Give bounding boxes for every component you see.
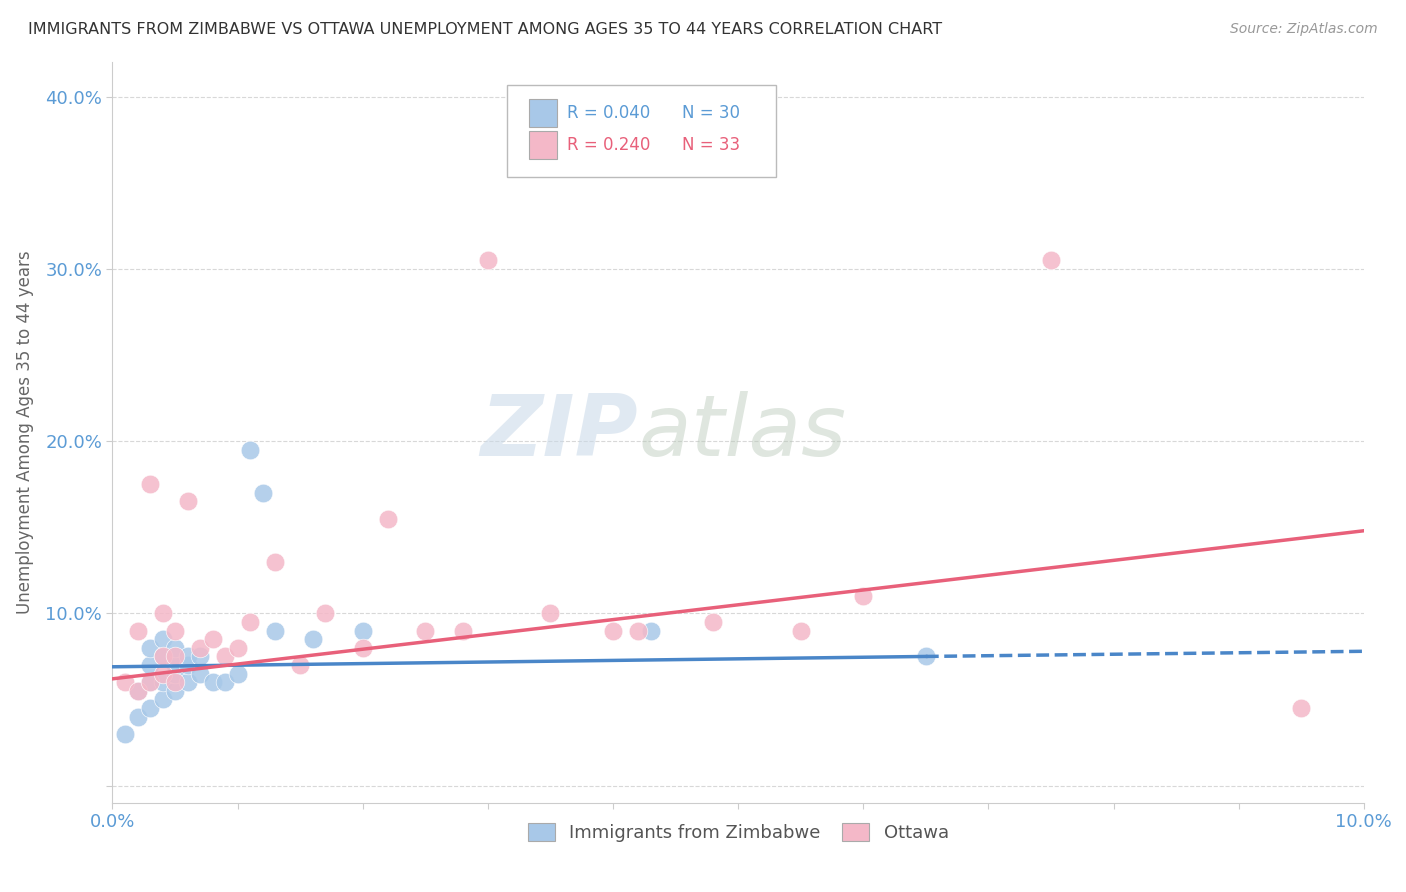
Text: R = 0.240: R = 0.240 bbox=[567, 136, 650, 153]
Point bbox=[214, 649, 236, 664]
Point bbox=[852, 589, 875, 603]
Point bbox=[163, 640, 186, 655]
Point bbox=[114, 727, 136, 741]
Point bbox=[201, 675, 224, 690]
Point bbox=[139, 675, 162, 690]
Text: N = 33: N = 33 bbox=[682, 136, 740, 153]
Point bbox=[163, 684, 186, 698]
Point bbox=[314, 607, 336, 621]
Point bbox=[176, 494, 198, 508]
Point bbox=[152, 607, 174, 621]
Point bbox=[114, 675, 136, 690]
Text: R = 0.040: R = 0.040 bbox=[567, 103, 650, 122]
Point bbox=[264, 624, 287, 638]
Point bbox=[477, 253, 499, 268]
Point bbox=[176, 675, 198, 690]
Point bbox=[252, 486, 274, 500]
Point bbox=[163, 658, 186, 673]
Point bbox=[415, 624, 437, 638]
Point bbox=[188, 666, 211, 681]
Point bbox=[188, 649, 211, 664]
Point bbox=[152, 649, 174, 664]
Point bbox=[152, 692, 174, 706]
Point bbox=[540, 607, 562, 621]
Point bbox=[127, 684, 149, 698]
Point bbox=[139, 701, 162, 715]
Legend: Immigrants from Zimbabwe, Ottawa: Immigrants from Zimbabwe, Ottawa bbox=[520, 815, 956, 849]
Point bbox=[139, 658, 162, 673]
Point bbox=[152, 649, 174, 664]
Point bbox=[915, 649, 938, 664]
Point bbox=[127, 624, 149, 638]
Text: N = 30: N = 30 bbox=[682, 103, 740, 122]
Text: atlas: atlas bbox=[638, 391, 846, 475]
Point bbox=[1291, 701, 1313, 715]
FancyBboxPatch shape bbox=[506, 85, 776, 178]
Point bbox=[152, 675, 174, 690]
Point bbox=[602, 624, 624, 638]
Point bbox=[214, 675, 236, 690]
Point bbox=[152, 632, 174, 647]
Point bbox=[163, 675, 186, 690]
Point bbox=[201, 632, 224, 647]
Point bbox=[640, 624, 662, 638]
FancyBboxPatch shape bbox=[529, 130, 557, 159]
Point bbox=[377, 512, 399, 526]
Point bbox=[290, 658, 312, 673]
Point bbox=[127, 709, 149, 723]
Point bbox=[163, 649, 186, 664]
Point bbox=[176, 658, 198, 673]
Point bbox=[139, 477, 162, 491]
Point bbox=[352, 624, 374, 638]
Point bbox=[226, 666, 249, 681]
FancyBboxPatch shape bbox=[529, 99, 557, 127]
Point bbox=[239, 615, 262, 629]
Point bbox=[188, 640, 211, 655]
Point bbox=[226, 640, 249, 655]
Text: ZIP: ZIP bbox=[481, 391, 638, 475]
Y-axis label: Unemployment Among Ages 35 to 44 years: Unemployment Among Ages 35 to 44 years bbox=[15, 251, 34, 615]
Point bbox=[139, 640, 162, 655]
Text: Source: ZipAtlas.com: Source: ZipAtlas.com bbox=[1230, 22, 1378, 37]
Point bbox=[163, 666, 186, 681]
Point bbox=[264, 555, 287, 569]
Point bbox=[627, 624, 650, 638]
Point bbox=[176, 649, 198, 664]
Point bbox=[152, 666, 174, 681]
Point bbox=[301, 632, 323, 647]
Point bbox=[139, 675, 162, 690]
Point bbox=[1039, 253, 1063, 268]
Point bbox=[702, 615, 724, 629]
Point bbox=[790, 624, 813, 638]
Point bbox=[163, 624, 186, 638]
Point bbox=[127, 684, 149, 698]
Point bbox=[239, 442, 262, 457]
Point bbox=[451, 624, 474, 638]
Text: IMMIGRANTS FROM ZIMBABWE VS OTTAWA UNEMPLOYMENT AMONG AGES 35 TO 44 YEARS CORREL: IMMIGRANTS FROM ZIMBABWE VS OTTAWA UNEMP… bbox=[28, 22, 942, 37]
Point bbox=[352, 640, 374, 655]
